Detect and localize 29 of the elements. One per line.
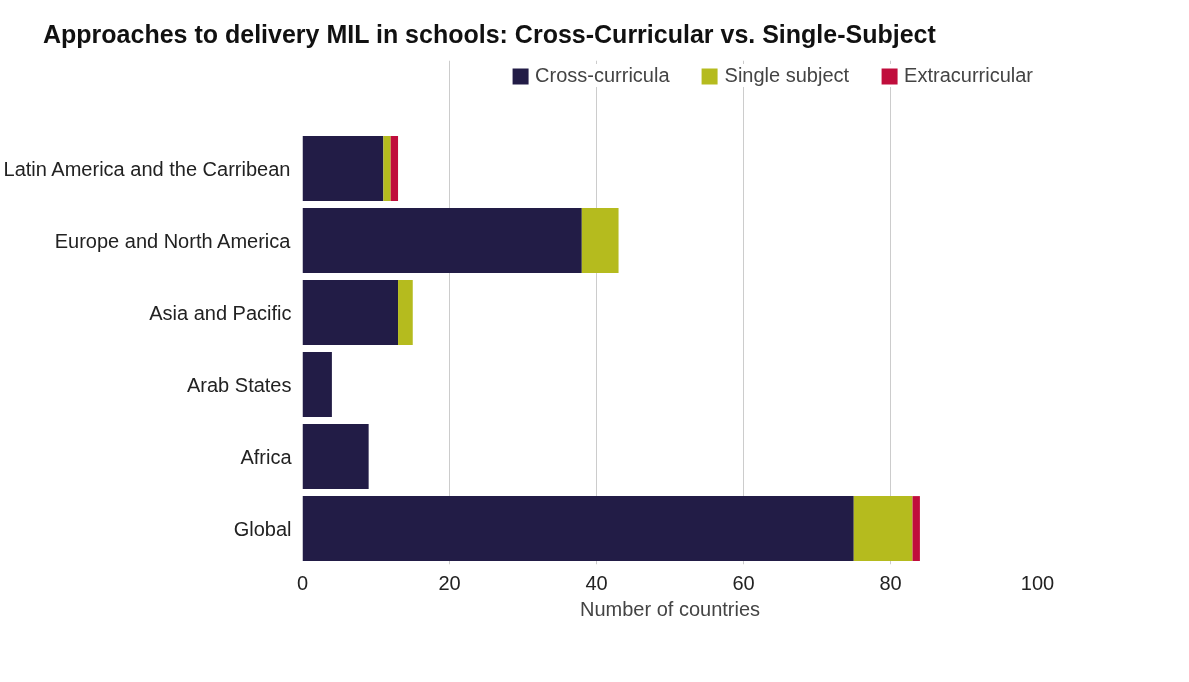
bar <box>302 208 582 273</box>
x-axis-title: Number of countries <box>579 597 761 620</box>
bar <box>302 424 369 489</box>
bar <box>302 496 854 561</box>
legend-label: Single subject <box>724 64 850 87</box>
legend-label: Extracurricular <box>904 64 1033 87</box>
bar <box>390 136 399 201</box>
y-tick-label: Africa <box>240 445 293 468</box>
y-tick-label: Latin America and the Carribean <box>3 157 291 180</box>
bar <box>302 136 384 201</box>
legend-label: Cross-curricula <box>535 64 670 87</box>
chart-title: Approaches to delivery MIL in schools: Cross-Curricular vs. Single-Subject <box>43 19 936 50</box>
y-tick-label: Arab States <box>187 373 292 396</box>
x-tick-label: 40 <box>585 571 608 594</box>
bar <box>912 496 920 561</box>
y-tick-label: Asia and Pacific <box>149 301 292 324</box>
y-tick-label: Global <box>233 517 292 540</box>
x-tick-label: 0 <box>296 571 309 594</box>
x-tick-label: 60 <box>732 571 755 594</box>
bar <box>383 136 391 201</box>
x-tick-label: 80 <box>879 571 902 594</box>
bar <box>302 352 332 417</box>
x-tick-label: 20 <box>438 571 461 594</box>
bar <box>853 496 913 561</box>
bar <box>581 208 619 273</box>
x-tick-label: 100 <box>1020 571 1055 594</box>
y-tick-label: Europe and North America <box>54 229 292 252</box>
bar <box>398 280 413 345</box>
bar <box>302 280 399 345</box>
